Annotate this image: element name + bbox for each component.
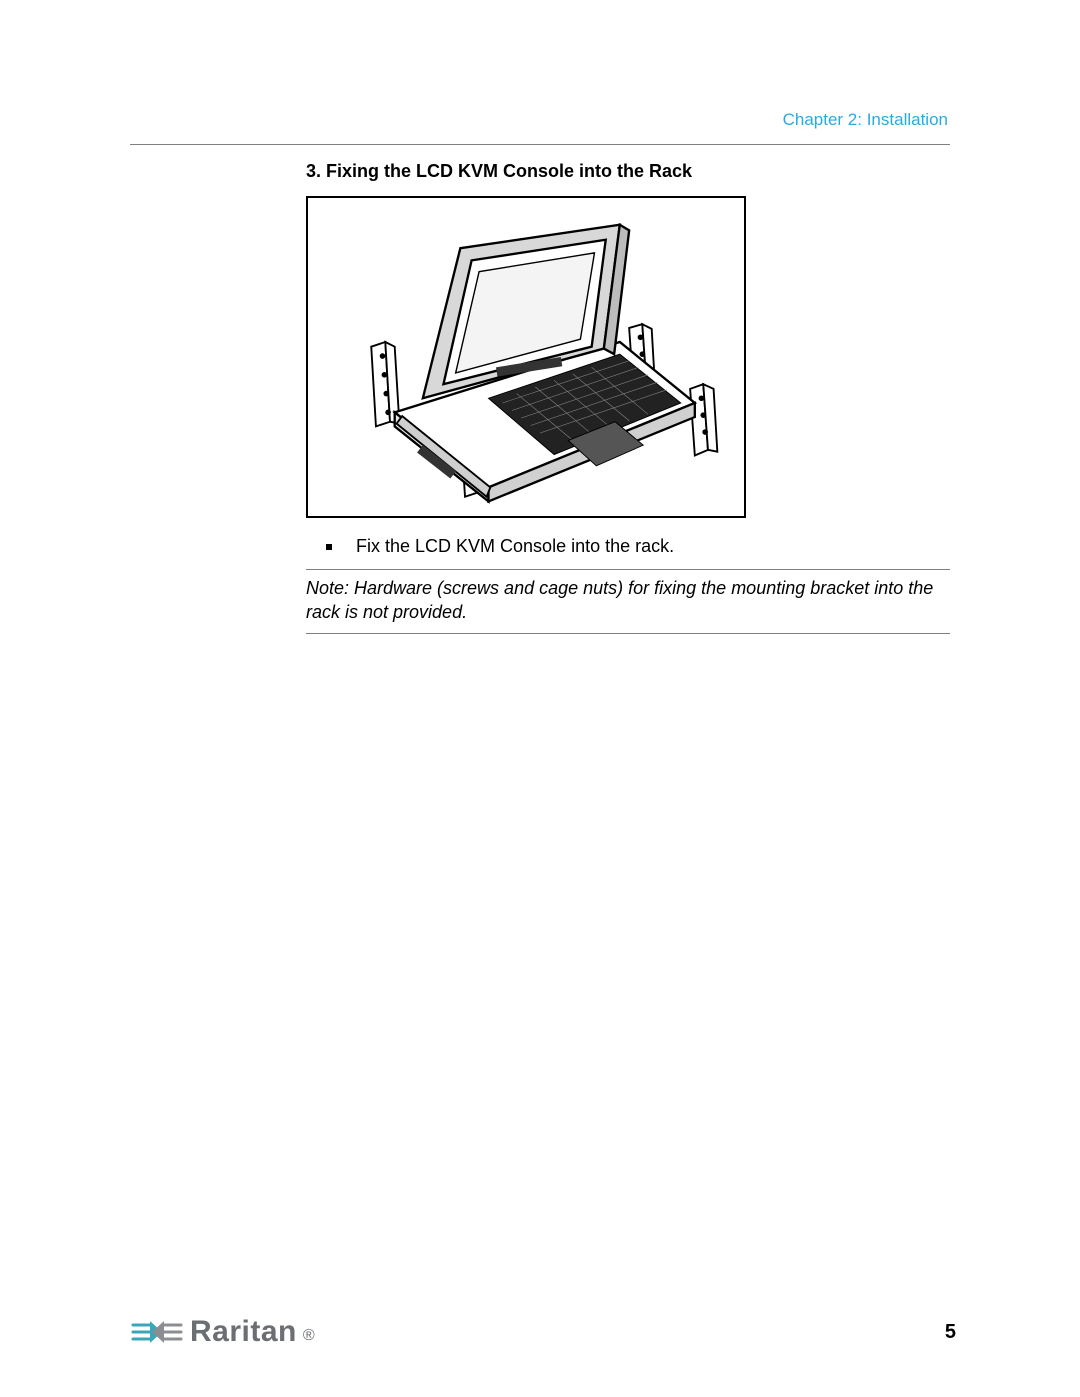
note-text: Note: Hardware (screws and cage nuts) fo… xyxy=(306,578,933,622)
raritan-mark-icon xyxy=(130,1315,184,1349)
page-content: Chapter 2: Installation 3. Fixing the LC… xyxy=(130,110,950,1317)
bullet-text: Fix the LCD KVM Console into the rack. xyxy=(356,536,674,557)
page-number: 5 xyxy=(945,1321,956,1344)
bullet-marker xyxy=(326,544,332,550)
header-rule xyxy=(130,144,950,145)
page-footer: Raritan ® 5 xyxy=(130,1315,956,1349)
note-block: Note: Hardware (screws and cage nuts) fo… xyxy=(306,569,950,634)
chapter-header: Chapter 2: Installation xyxy=(130,110,948,130)
section-title: 3. Fixing the LCD KVM Console into the R… xyxy=(306,161,950,182)
brand-logo-text: Raritan xyxy=(190,1315,297,1349)
kvm-console-illustration xyxy=(316,206,736,508)
brand-logo-dot: ® xyxy=(303,1327,315,1345)
figure-kvm-console xyxy=(306,196,746,518)
main-content: 3. Fixing the LCD KVM Console into the R… xyxy=(306,161,950,634)
bullet-item: Fix the LCD KVM Console into the rack. xyxy=(326,536,950,557)
chapter-label: Chapter 2: Installation xyxy=(783,110,948,129)
brand-logo: Raritan ® xyxy=(130,1315,315,1349)
